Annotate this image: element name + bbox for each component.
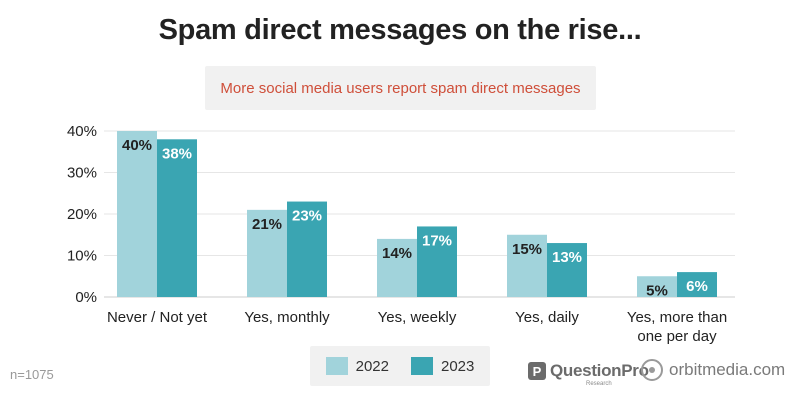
orbitmedia-wordmark: orbitmedia.com	[669, 360, 786, 379]
orbit-circle-icon	[641, 359, 663, 381]
subtitle-box: More social media users report spam dire…	[205, 66, 596, 110]
questionpro-subtext: Research	[586, 381, 612, 387]
bar-2023-4	[677, 272, 717, 297]
sample-size-note: n=1075	[10, 367, 54, 382]
legend-item-2023: 2023	[411, 357, 474, 375]
data-label-2022-4: 5%	[646, 282, 668, 299]
data-label-2023-3: 13%	[552, 249, 582, 266]
orbitmedia-logo: orbitmedia.com	[641, 359, 785, 381]
bar-2022-0	[117, 131, 157, 297]
chart-subtitle: More social media users report spam dire…	[220, 79, 581, 97]
y-tick-label: 20%	[67, 206, 97, 223]
data-label-2023-4: 6%	[686, 278, 708, 295]
bar-2023-2	[417, 226, 457, 297]
data-label-2022-0: 40%	[122, 137, 152, 154]
chart-legend: 2022 2023	[310, 346, 490, 386]
y-tick-label: 40%	[67, 123, 97, 140]
questionpro-logo-icon: P	[528, 362, 546, 380]
x-category-label: Yes, daily	[515, 309, 579, 326]
data-label-2023-0: 38%	[162, 145, 192, 162]
data-label-2023-1: 23%	[292, 208, 322, 225]
y-tick-label: 30%	[67, 165, 97, 182]
data-label-2023-2: 17%	[422, 232, 452, 249]
legend-swatch-2022	[325, 357, 348, 375]
data-label-2022-1: 21%	[252, 216, 282, 233]
bar-2022-2	[377, 238, 417, 297]
data-label-2022-2: 14%	[382, 245, 412, 262]
legend-swatch-2023	[411, 357, 433, 375]
x-category-label: Never / Not yet	[107, 309, 208, 326]
bar-2023-1	[287, 201, 327, 297]
legend-label-2022: 2022	[355, 357, 389, 375]
bar-2022-3	[507, 234, 547, 297]
x-category-label: Yes, weekly	[378, 309, 457, 326]
y-tick-label: 0%	[75, 289, 97, 306]
x-category-label: Yes, more than	[627, 309, 727, 326]
x-category-label: one per day	[637, 328, 717, 345]
bar-2022-4	[637, 276, 677, 297]
data-label-2022-3: 15%	[512, 241, 542, 258]
bar-2023-0	[157, 139, 197, 297]
bar-2023-3	[547, 243, 587, 297]
bar-2022-1	[247, 209, 287, 297]
legend-label-2023: 2023	[441, 357, 475, 375]
x-category-label: Yes, monthly	[244, 309, 330, 326]
orbit-dot-icon	[649, 367, 655, 373]
chart-title: Spam direct messages on the rise...	[158, 14, 642, 46]
legend-item-2022: 2022	[325, 357, 389, 375]
questionpro-wordmark: QuestionPro	[550, 361, 649, 380]
y-tick-label: 10%	[67, 248, 97, 265]
questionpro-logo: P QuestionPro	[528, 361, 649, 381]
